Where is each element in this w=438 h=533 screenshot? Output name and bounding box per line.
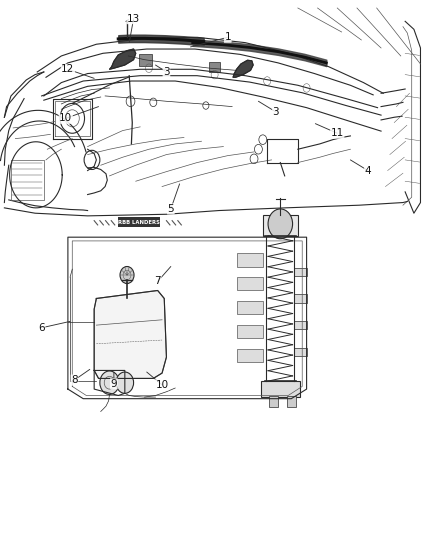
Text: 13: 13 (127, 14, 140, 23)
Text: 10: 10 (59, 114, 72, 123)
Circle shape (120, 266, 134, 284)
Bar (294, 348, 307, 356)
Bar (237, 349, 263, 362)
Circle shape (100, 371, 119, 394)
Text: 6: 6 (38, 323, 45, 333)
Polygon shape (94, 290, 166, 378)
Text: 9: 9 (110, 379, 117, 389)
Text: 3: 3 (163, 67, 170, 77)
Text: 8: 8 (71, 375, 78, 385)
Bar (237, 325, 263, 338)
Text: 4: 4 (364, 166, 371, 175)
Text: 3: 3 (272, 107, 279, 117)
Circle shape (268, 209, 293, 239)
Polygon shape (110, 49, 136, 69)
Polygon shape (233, 60, 253, 77)
Bar (287, 396, 296, 407)
Bar (294, 321, 307, 329)
Bar (269, 396, 278, 407)
Text: 1: 1 (224, 33, 231, 42)
Text: 10: 10 (155, 380, 169, 390)
Text: 11: 11 (331, 128, 344, 138)
Bar (237, 301, 263, 314)
Text: 7: 7 (154, 277, 161, 286)
Text: 5: 5 (167, 204, 174, 214)
Bar (139, 54, 152, 66)
Bar (209, 62, 220, 72)
Text: RBB LANDERS: RBB LANDERS (118, 220, 160, 225)
Bar (261, 381, 300, 397)
Text: 12: 12 (61, 64, 74, 74)
Bar (237, 253, 263, 266)
Circle shape (116, 372, 134, 393)
Bar (237, 277, 263, 290)
Bar (294, 268, 307, 276)
Bar (263, 215, 298, 236)
Bar (118, 217, 160, 227)
Bar (294, 294, 307, 303)
